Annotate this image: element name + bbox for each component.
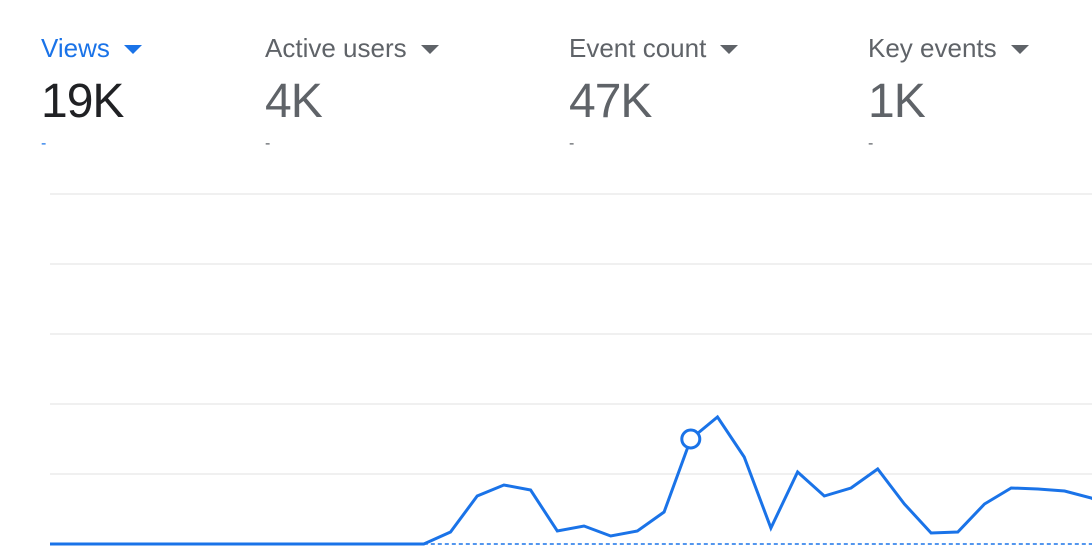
metric-label: Active users <box>265 30 439 66</box>
metric-label-text: Active users <box>265 32 407 63</box>
metric-label-text: Views <box>41 32 110 63</box>
metric-value: 47K <box>569 75 652 128</box>
caret-down-icon[interactable] <box>123 44 142 54</box>
metric-value: 19K <box>41 75 124 128</box>
metric-change: - <box>569 135 575 152</box>
highlight-point[interactable] <box>680 428 702 450</box>
metric-value: 4K <box>265 75 323 128</box>
caret-down-icon[interactable] <box>420 44 439 54</box>
metric-label: Views <box>41 30 142 66</box>
metric-label: Event count <box>569 30 739 66</box>
metric-tab-key-events[interactable]: Key events 1K - <box>868 30 1029 154</box>
metric-label: Key events <box>868 30 1029 66</box>
metric-tab-views[interactable]: Views 19K - <box>41 30 142 154</box>
metric-tab-active-users[interactable]: Active users 4K - <box>265 30 439 154</box>
series-line-views <box>50 414 1092 546</box>
metric-change: - <box>265 135 271 152</box>
metric-tab-event-count[interactable]: Event count 47K - <box>569 30 739 154</box>
metric-change: - <box>41 135 47 152</box>
metric-label-text: Key events <box>868 32 997 63</box>
caret-down-icon[interactable] <box>720 44 739 54</box>
metric-change: - <box>868 135 874 152</box>
caret-down-icon[interactable] <box>1010 44 1029 54</box>
metric-label-text: Event count <box>569 32 707 63</box>
metric-value: 1K <box>868 75 926 128</box>
